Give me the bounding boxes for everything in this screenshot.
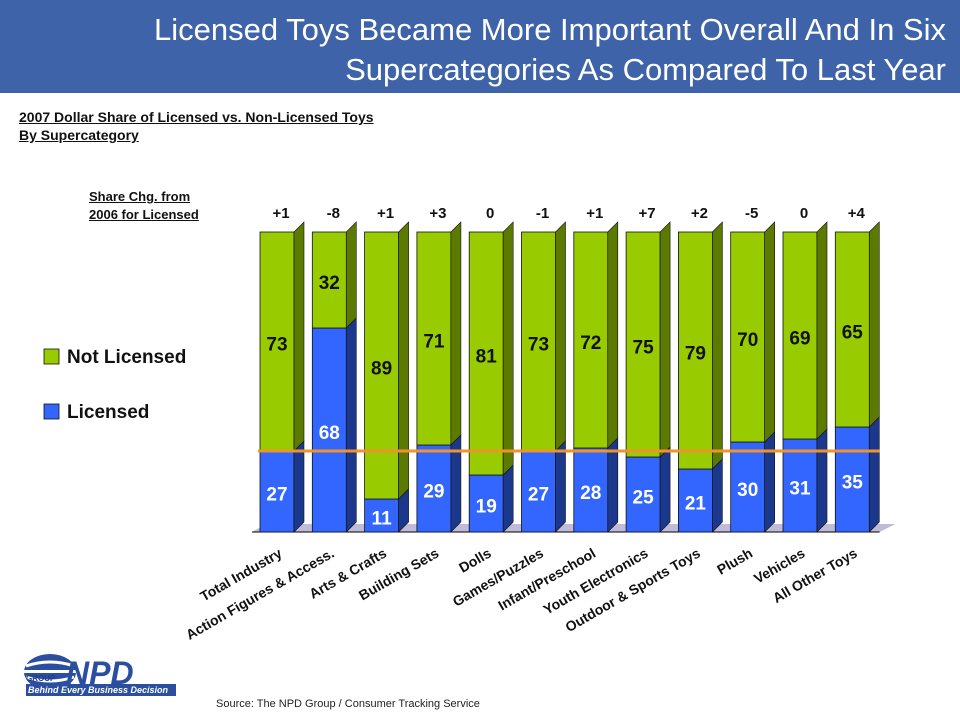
bar-not-licensed-side — [450, 221, 462, 446]
source-note: Source: The NPD Group / Consumer Trackin… — [216, 698, 480, 710]
data-label-not-licensed: 65 — [842, 323, 864, 344]
bar-licensed-side — [502, 464, 514, 533]
data-label-not-licensed: 75 — [633, 338, 655, 359]
data-label-licensed: 11 — [372, 509, 393, 530]
share-change-label: 0 — [800, 205, 808, 222]
legend-swatch — [43, 348, 60, 365]
bar-licensed — [782, 438, 818, 533]
bar-not-licensed-side — [816, 221, 828, 440]
share-change-label: +1 — [586, 205, 603, 222]
bar-licensed — [416, 444, 452, 533]
chart-subtitle-line-2: By Supercategory — [19, 127, 139, 143]
share-change-label: +4 — [848, 205, 866, 222]
bar-licensed-side — [293, 440, 305, 533]
bar-not-licensed — [625, 231, 661, 458]
bar-not-licensed — [573, 231, 609, 449]
data-label-licensed: 19 — [476, 497, 497, 518]
data-label-not-licensed: 89 — [371, 359, 392, 380]
bar-not-licensed-side — [398, 221, 409, 500]
bar-not-licensed — [259, 231, 295, 452]
share-change-label: -8 — [327, 205, 340, 222]
bar-not-licensed-side — [659, 221, 671, 458]
data-label-licensed: 68 — [319, 423, 340, 444]
bar-not-licensed-side — [555, 221, 566, 452]
data-label-not-licensed: 70 — [737, 330, 758, 351]
bar-licensed-side — [816, 428, 828, 533]
logo-group-label: GROUP — [26, 674, 56, 683]
share-change-label: -5 — [745, 205, 758, 222]
data-label-licensed: 29 — [423, 482, 444, 503]
bar-not-licensed — [468, 231, 504, 476]
logo-tagline: Behind Every Business Decision — [26, 684, 176, 696]
data-label-licensed: 28 — [580, 483, 601, 504]
data-label-licensed: 27 — [266, 485, 287, 506]
bar-licensed-side — [345, 317, 357, 533]
bar-not-licensed — [364, 231, 400, 500]
data-label-not-licensed: 72 — [580, 333, 601, 354]
data-label-licensed: 25 — [633, 488, 655, 509]
share-change-label: +1 — [272, 205, 289, 222]
bar-not-licensed — [834, 231, 870, 428]
data-label-licensed: 27 — [528, 485, 549, 506]
data-label-not-licensed: 71 — [423, 332, 445, 353]
bar-licensed — [521, 450, 556, 533]
category-label: Plush — [714, 545, 755, 578]
bar-not-licensed-side — [345, 221, 357, 329]
bar-licensed-side — [868, 416, 880, 533]
data-label-not-licensed: 69 — [789, 329, 810, 350]
category-label: Dolls — [456, 545, 494, 576]
data-label-licensed: 31 — [789, 479, 811, 500]
bar-licensed-side — [555, 440, 566, 533]
data-label-licensed: 30 — [737, 480, 758, 501]
data-label-not-licensed: 79 — [685, 344, 706, 365]
bar-not-licensed-side — [502, 221, 514, 476]
share-change-label: +7 — [639, 205, 656, 222]
bar-licensed-side — [712, 458, 723, 533]
data-label-not-licensed: 32 — [319, 273, 340, 294]
data-label-licensed: 21 — [685, 494, 707, 515]
data-label-licensed: 35 — [842, 473, 864, 494]
share-change-label-line-1: Share Chg. from — [89, 189, 191, 204]
bar-licensed — [468, 474, 504, 533]
bar-not-licensed-side — [868, 221, 880, 428]
chart-subtitle-line-1: 2007 Dollar Share of Licensed vs. Non-Li… — [19, 109, 374, 125]
bar-licensed — [573, 447, 609, 533]
bar-not-licensed — [730, 231, 766, 443]
bar-not-licensed — [416, 231, 452, 446]
bar-not-licensed-side — [712, 221, 723, 470]
bar-licensed — [259, 450, 295, 533]
share-change-label: +1 — [377, 205, 394, 222]
share-change-label: -1 — [536, 205, 549, 222]
data-label-not-licensed: 73 — [266, 335, 287, 356]
bar-not-licensed — [521, 231, 556, 452]
bar-licensed — [678, 468, 713, 533]
legend-label: Not Licensed — [67, 347, 186, 368]
data-label-not-licensed: 73 — [528, 335, 549, 356]
legend-label: Licensed — [67, 402, 149, 423]
page-title: Licensed Toys Became More Important Over… — [153, 12, 946, 87]
bar-not-licensed — [782, 231, 818, 440]
share-change-label: +3 — [429, 205, 446, 222]
bar-not-licensed-side — [607, 221, 619, 449]
npd-globe-icon — [24, 654, 76, 690]
title-bar: Licensed Toys Became More Important Over… — [0, 0, 960, 93]
legend-swatch — [43, 403, 60, 420]
share-change-label-line-2: 2006 for Licensed — [89, 207, 199, 222]
bar-licensed — [834, 426, 870, 533]
bar-not-licensed — [678, 231, 713, 470]
bar-licensed-side — [764, 431, 776, 533]
bar-licensed-side — [659, 446, 671, 533]
data-label-not-licensed: 81 — [476, 347, 498, 368]
bar-not-licensed-side — [764, 221, 776, 443]
share-change-label: +2 — [691, 205, 708, 222]
bar-not-licensed-side — [293, 221, 305, 452]
share-change-label: 0 — [486, 205, 494, 222]
